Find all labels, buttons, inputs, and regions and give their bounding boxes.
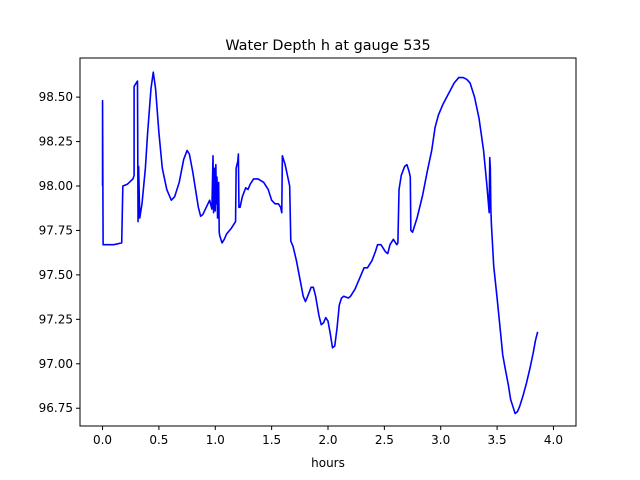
y-tick-label: 96.75	[39, 401, 73, 415]
y-tick-label: 98.25	[39, 135, 73, 149]
series-line	[101, 71, 539, 415]
x-tick-label: 4.0	[544, 433, 563, 447]
x-tick-label: 1.5	[262, 433, 281, 447]
x-tick-label: 3.0	[431, 433, 450, 447]
y-tick-label: 97.25	[39, 312, 73, 326]
x-tick-label: 1.0	[206, 433, 225, 447]
x-tick-label: 3.5	[488, 433, 507, 447]
y-tick-label: 97.75	[39, 223, 73, 237]
y-tick-label: 97.50	[39, 268, 73, 282]
y-tick-label: 97.00	[39, 357, 73, 371]
chart-title: Water Depth h at gauge 535	[225, 38, 430, 54]
y-tick-label: 98.00	[39, 179, 73, 193]
x-tick-label: 2.5	[375, 433, 394, 447]
x-tick-label: 0.0	[93, 433, 112, 447]
x-axis: 0.0 0.5 1.0 1.5 2.0 2.5 3.0 3.5 4.0	[93, 426, 563, 447]
x-tick-label: 2.0	[318, 433, 337, 447]
y-tick-label: 98.50	[39, 90, 73, 104]
y-axis: 96.75 97.00 97.25 97.50 97.75 98.00 98.25 98.50	[39, 90, 80, 415]
x-tick-label: 0.5	[149, 433, 168, 447]
x-axis-label: hours	[311, 456, 345, 470]
